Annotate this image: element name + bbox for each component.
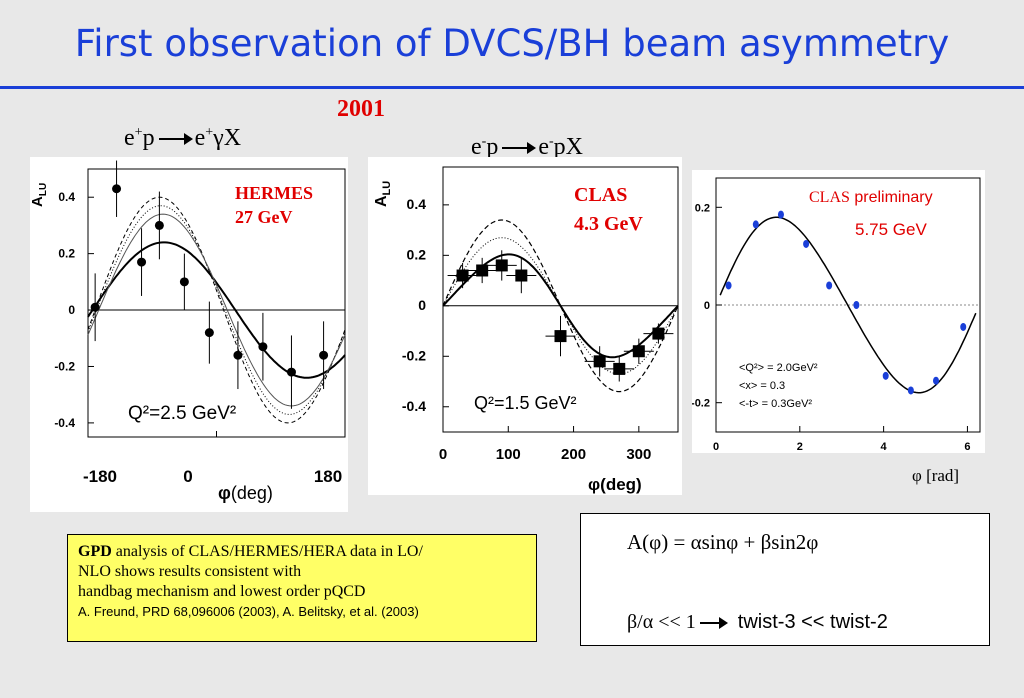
x-tick-label: 0 [713,441,719,453]
clas-q2-annotation: Q²=1.5 GeV² [474,393,577,413]
x-tick-label: 200 [561,446,586,463]
model-curve [442,237,679,375]
y-tick-label: 0.2 [58,247,75,261]
y-tick-label: -0.4 [402,398,426,414]
x-tick-label: 4 [881,441,888,453]
data-point [258,342,268,352]
x-tick-label: 100 [496,446,521,463]
data-point [907,386,914,395]
x-tick-label: 180 [314,467,342,486]
hermes-ylabel: ALU [30,183,49,207]
implies-arrow-icon [699,616,728,629]
plot-frame [442,166,679,433]
y-tick-label: 0.2 [407,246,427,262]
x-tick-label: 2 [797,441,803,453]
clas-prelim-label-2: 5.75 GeV [855,220,927,239]
plot-frame [87,168,346,438]
data-point [725,281,732,290]
asymmetry-formula: A(φ) = αsinφ + βsin2φ [627,530,819,554]
clas-label-2: 4.3 GeV [574,213,643,235]
clas-chart-panel: ALU CLAS 4.3 GeV Q²=1.5 GeV² φ(deg) 0.4 0… [368,157,682,495]
gpd-note-box: GPD analysis of CLAS/HERMES/HERA data in… [67,534,537,642]
gpd-note-line2: NLO shows results consistent with [78,563,302,580]
gpd-note-reference: A. Freund, PRD 68,096006 (2003), A. Beli… [78,604,419,619]
data-point [882,371,889,380]
data-point [137,257,147,267]
model-curve [87,205,346,415]
clas-ylabel: ALU [373,181,393,207]
data-point [154,220,164,230]
x-tick-label: 0 [439,446,447,463]
model-curve [442,219,679,393]
gpd-note-line1: GPD analysis of CLAS/HERMES/HERA data in… [78,543,423,560]
hermes-label-1: HERMES [235,183,313,203]
data-point [179,277,189,287]
kinematics-q2: <Q²> = 2.0GeV² [739,362,818,374]
reaction-arrow-icon [502,142,537,155]
model-curve [87,196,346,424]
kinematics-t: <-t> = 0.3GeV² [739,398,812,410]
hermes-xlabel: φ(deg) [218,483,273,503]
x-tick-label: 300 [626,446,651,463]
data-point [960,322,967,331]
x-tick-label: 0 [183,467,192,486]
clas-prelim-xlabel: φ [rad] [912,466,960,485]
clas-xlabel: φ(deg) [588,475,642,494]
model-curve [87,213,346,407]
data-point [933,376,939,385]
clas-prelim-chart-panel: CLAS preliminary 5.75 GeV <Q²> = 2.0GeV²… [691,170,985,453]
data-point [286,367,296,377]
x-tick-label: -180 [83,467,117,486]
kinematics-x: <x> = 0.3 [739,380,785,392]
twist-relation: β/α << 1 twist-3 << twist-2 [627,611,888,633]
data-point [777,210,784,219]
data-point [204,328,214,338]
y-tick-label: 0.4 [407,196,427,212]
gpd-note-line3: handbag mechanism and lowest order pQCD [78,583,366,600]
data-point [853,301,860,309]
reaction-arrow-icon [158,133,193,146]
y-tick-label: 0.4 [58,190,75,204]
y-tick-label: 0 [68,303,75,317]
title-rule [0,86,1024,89]
clas-reaction: e-p e-pX [471,134,583,160]
data-point [803,239,810,248]
data-point [112,184,122,194]
hermes-chart-panel: ALU HERMES 27 GeV Q²=2.5 GeV² φ(deg) 0.4… [29,157,348,512]
fit-curve [719,216,977,394]
data-point [90,302,100,312]
hermes-chart: ALU HERMES 27 GeV Q²=2.5 GeV² φ(deg) 0.4… [29,160,346,503]
hermes-q2-annotation: Q²=2.5 GeV² [128,403,236,424]
data-point [233,350,243,360]
y-tick-label: -0.2 [402,347,426,363]
y-tick-label: 0 [704,300,710,312]
data-point [319,350,329,360]
year-label: 2001 [337,96,385,122]
hermes-reaction: e+p e+γX [124,125,242,151]
x-tick-label: 6 [964,441,970,453]
clas-chart: ALU CLAS 4.3 GeV Q²=1.5 GeV² φ(deg) 0.4 0… [373,166,679,494]
slide-title: First observation of DVCS/BH beam asymme… [74,22,950,65]
y-tick-label: -0.4 [54,416,75,430]
y-tick-label: -0.2 [692,398,710,410]
data-point [826,281,833,290]
y-tick-label: -0.2 [54,359,75,373]
clas-label-1: CLAS [574,184,627,206]
formula-box: A(φ) = αsinφ + βsin2φ β/α << 1 twist-3 <<… [580,513,990,646]
y-tick-label: 0.2 [695,202,710,214]
hermes-label-2: 27 GeV [235,207,293,227]
y-tick-label: 0 [418,297,426,313]
data-point [752,220,759,229]
fit-curve [87,241,346,379]
clas-prelim-label-1: CLAS preliminary [809,189,933,206]
clas-prelim-chart: CLAS preliminary 5.75 GeV <Q²> = 2.0GeV²… [691,177,981,453]
